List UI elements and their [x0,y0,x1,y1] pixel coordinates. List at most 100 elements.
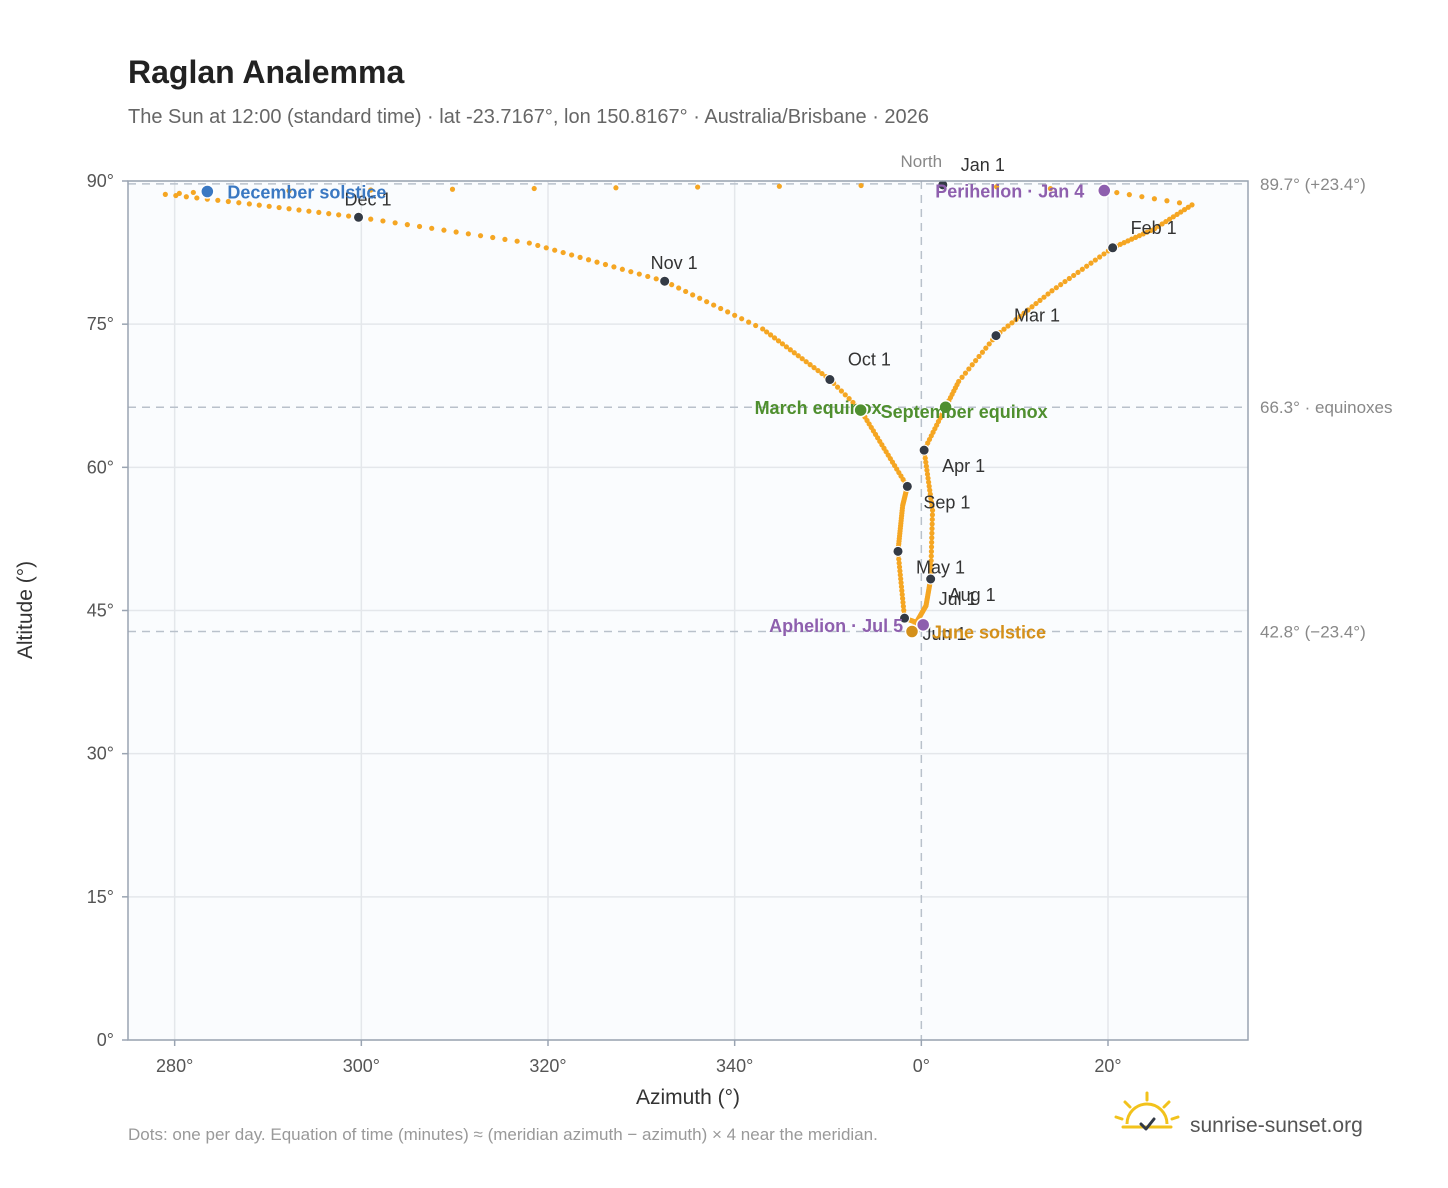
month-label: Aug 1 [949,585,996,605]
chart-title: Raglan Analemma [128,54,404,90]
daily-sun-dot [711,302,717,308]
y-tick-label: 90° [87,171,114,191]
daily-sun-dot [899,591,905,598]
daily-sun-dot [791,350,797,356]
daily-sun-dot [928,544,935,550]
y-tick-label: 0° [97,1030,114,1050]
daily-sun-dot [1037,297,1043,303]
daily-sun-dot [929,512,936,518]
daily-sun-dot [928,558,934,564]
daily-sun-dot [1005,323,1011,329]
month-marker-dot [937,179,949,191]
daily-sun-dot [316,209,322,216]
event-label: September equinox [881,402,1048,422]
daily-sun-dot [929,516,935,523]
daily-sun-dot [1025,307,1031,313]
month-marker-dot [1107,242,1119,254]
daily-sun-dot [531,185,537,192]
daily-sun-dot [1079,266,1085,272]
daily-sun-dot [900,599,906,606]
daily-sun-dot [645,273,651,280]
daily-sun-dot [900,603,906,609]
daily-sun-dot [1174,211,1180,218]
daily-sun-dot [929,521,935,527]
daily-sun-dot [1045,291,1051,297]
daily-sun-dot [834,384,841,390]
month-marker-dot [918,444,930,456]
daily-sun-dot [732,312,738,318]
daily-sun-dot [416,223,423,230]
month-marker-dot [353,211,365,223]
daily-sun-dot [602,261,609,268]
month-label: Nov 1 [651,253,698,273]
daily-sun-dot [392,220,398,226]
sun-logo-icon [1114,1091,1180,1131]
daily-sun-dot [819,370,825,377]
event-markers: December solstice Perihelion · Jan 4 March… [200,182,1112,642]
footnote: Dots: one per day. Equation of time (min… [128,1125,878,1144]
daily-sun-dot [535,242,541,249]
daily-sun-dot [653,276,659,282]
y-tick-label: 15° [87,887,114,907]
daily-sun-dot [613,185,619,191]
daily-sun-dot [771,335,778,341]
daily-sun-dot [266,203,272,209]
daily-sun-dot [929,507,936,513]
daily-sun-dot [256,202,262,208]
daily-sun-dot [928,499,935,505]
daily-sun-dot [569,252,575,258]
daily-sun-dot [1041,294,1047,300]
event-label: March equinox [755,398,882,418]
daily-sun-dot [815,367,821,374]
daily-sun-dot [896,560,902,566]
reference-line-label: 89.7° (+23.4°) [1260,175,1366,194]
brand-name: sunrise-sunset.org [1190,1114,1363,1137]
daily-sun-dot [296,207,302,213]
daily-sun-dot [585,257,592,263]
daily-sun-dot [215,197,221,203]
event-label: Perihelion · Jan 4 [935,182,1084,202]
daily-sun-dot [1181,207,1188,213]
daily-sun-dot [676,285,682,291]
daily-sun-dot [775,338,782,344]
month-label: Jun 1 [923,624,967,644]
event-marker-dot [200,184,215,199]
daily-sun-dot [753,322,759,329]
daily-sun-dot [449,186,456,192]
daily-sun-dot [465,231,471,237]
daily-sun-dot [746,319,752,325]
daily-sun-dot [194,195,200,201]
daily-sun-dot [923,463,929,469]
month-label: Jan 1 [961,155,1005,175]
daily-sun-dot [1176,200,1183,206]
daily-sun-dot [1053,285,1059,291]
daily-sun-dot [896,556,902,562]
daily-sun-dot [976,353,982,360]
daily-sun-dot [1062,278,1068,285]
daily-sun-dot [636,271,642,277]
brand-logo[interactable]: sunrise-sunset.org [1114,1091,1363,1137]
daily-sun-dot [225,198,231,205]
daily-sun-dot [577,254,583,260]
meridian-label: North [901,152,943,171]
daily-sun-dot [346,213,352,219]
month-label: Mar 1 [1014,306,1060,326]
daily-sun-dot [690,292,696,298]
daily-sun-dot [924,471,931,477]
daily-sun-dot [983,345,989,351]
daily-sun-dot [928,553,934,559]
daily-sun-dot [1167,216,1173,222]
daily-sun-dot [838,388,845,394]
daily-sun-dot [1088,260,1094,266]
daily-sun-dot [764,329,770,335]
daily-sun-dot [619,266,625,272]
daily-sun-dot [628,269,634,275]
daily-sun-dot [1164,198,1170,204]
daily-sun-dot [477,233,484,239]
daily-sun-dot [1021,310,1027,316]
daily-sun-dot [704,299,710,305]
daily-sun-dot [811,365,817,371]
daily-sun-dot [380,218,386,224]
daily-sun-dot [276,204,282,211]
